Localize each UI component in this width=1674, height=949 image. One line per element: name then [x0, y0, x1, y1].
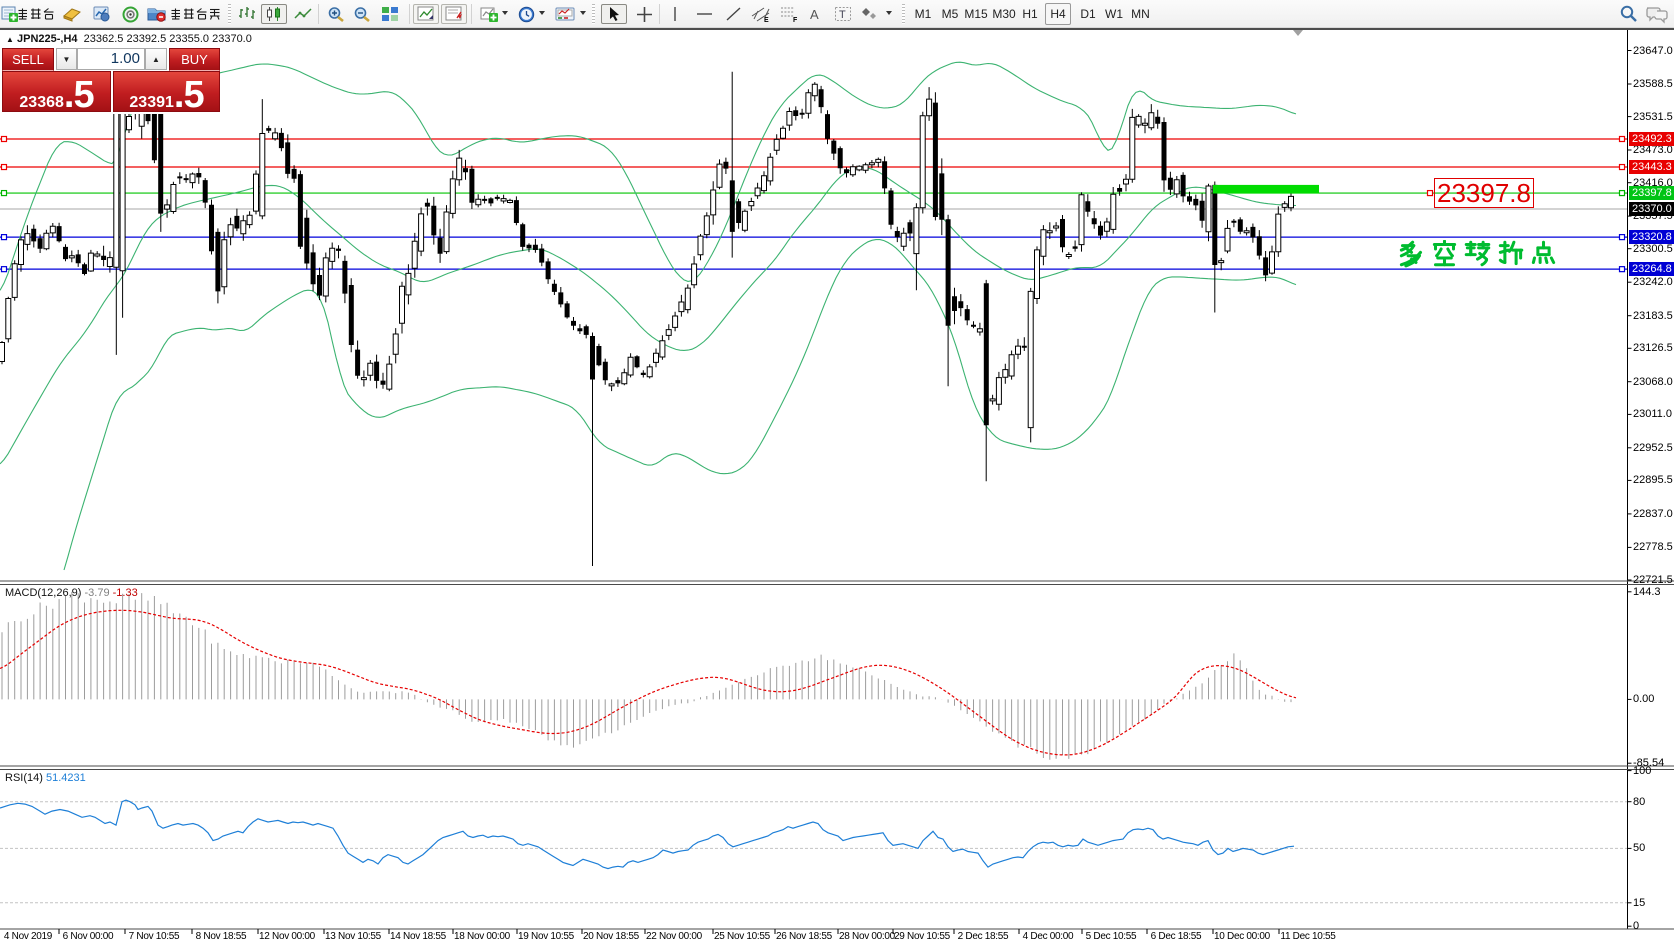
- svg-text:A: A: [810, 7, 819, 22]
- svg-text:E: E: [764, 17, 769, 23]
- svg-text:T: T: [839, 9, 846, 21]
- svg-text:F: F: [793, 17, 798, 23]
